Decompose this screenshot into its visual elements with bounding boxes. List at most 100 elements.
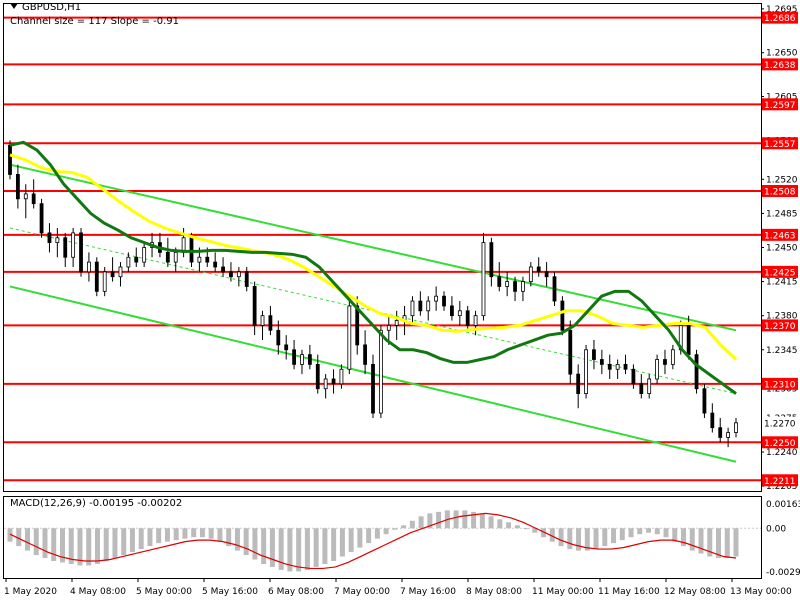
level-label: 1.2686	[764, 14, 796, 24]
candle-body	[655, 359, 659, 380]
macd-histogram-bar	[313, 528, 319, 567]
macd-histogram-bar	[409, 520, 415, 529]
candle-body	[442, 295, 446, 307]
price-tick-label: 1.2380	[766, 312, 798, 322]
macd-histogram-bar	[514, 525, 520, 529]
level-label-box	[762, 11, 798, 24]
channel-info: Channel size = 117 Slope = -0.91	[10, 16, 179, 27]
time-tick-label: 5 May 00:00	[136, 587, 192, 597]
macd-signal-line	[9, 512, 737, 570]
time-tick-label: 8 May 08:00	[466, 587, 522, 597]
dropdown-triangle-icon[interactable]	[10, 3, 18, 9]
candle-body	[552, 276, 557, 302]
macd-histogram-bar	[42, 528, 48, 559]
candle-body	[394, 320, 399, 326]
level-label: 1.2638	[764, 61, 796, 71]
macd-panel-frame	[3, 496, 762, 579]
macd-histogram-bar	[506, 522, 512, 529]
macd-histogram-bar	[59, 528, 65, 563]
macd-histogram-bar	[94, 528, 100, 564]
macd-histogram-bar	[488, 516, 494, 529]
level-label-box	[762, 98, 798, 111]
macd-indicator-label: MACD(12,26,9) -0.00195 -0.00202	[10, 498, 183, 509]
macd-histogram-bar	[532, 528, 538, 533]
candle-body	[521, 281, 525, 292]
macd-histogram-bar	[339, 528, 345, 557]
macd-histogram-bar	[156, 528, 162, 544]
candle-body	[505, 281, 510, 287]
current-price-label: 1.2270	[764, 419, 796, 429]
macd-histogram-bar	[427, 513, 433, 529]
candle-body	[15, 174, 20, 200]
candle-body	[79, 232, 83, 273]
level-label: 1.2250	[764, 439, 796, 449]
macd-histogram-bar	[103, 528, 109, 561]
macd-histogram-bar	[112, 528, 118, 559]
candle-body	[307, 354, 312, 365]
candle-body	[702, 388, 707, 414]
macd-histogram-bar	[304, 528, 310, 570]
candle-body	[244, 271, 249, 287]
macd-histogram-bar	[637, 528, 643, 535]
macd-histogram-bar	[584, 528, 590, 551]
candle-body	[418, 300, 423, 312]
macd-histogram-bar	[173, 528, 179, 541]
macd-histogram-bar	[234, 528, 240, 551]
candle-body	[110, 271, 115, 278]
candle-body	[55, 237, 60, 244]
price-tick-label: 1.2240	[766, 448, 798, 458]
candle-body	[284, 344, 289, 351]
price-panel-frame	[3, 3, 762, 492]
level-label-box	[762, 185, 798, 198]
time-tick-label: 7 May 00:00	[334, 587, 390, 597]
candle-body	[694, 354, 699, 390]
candle-body	[647, 378, 652, 394]
price-tick-label: 1.2345	[766, 346, 798, 356]
channel-upper-line	[9, 163, 737, 332]
macd-histogram-bar	[418, 516, 424, 529]
price-tick-label: 1.2520	[766, 175, 798, 185]
macd-axis-label: -0.00294	[766, 568, 800, 578]
time-tick-label: 1 May 2020	[4, 587, 57, 597]
macd-histogram-bar	[392, 528, 398, 530]
candle-body	[718, 427, 723, 438]
macd-histogram-bar	[199, 528, 205, 538]
candle-body	[544, 271, 549, 278]
macd-histogram-bar	[716, 528, 722, 559]
candle-body	[252, 286, 257, 326]
candle-body	[599, 359, 604, 365]
candle-body	[8, 144, 12, 175]
macd-histogram-bar	[357, 528, 363, 548]
candle-body	[102, 271, 107, 292]
time-tick-label: 11 May 16:00	[598, 587, 660, 597]
candle-body	[473, 315, 478, 326]
level-label: 1.2557	[764, 140, 796, 150]
symbol-label: GBPUSD,H1	[22, 2, 82, 13]
candle-body	[410, 300, 415, 317]
candle-body	[378, 329, 383, 414]
price-tick-label: 1.2415	[766, 278, 798, 288]
level-label-box	[762, 436, 798, 449]
current-price-box	[762, 416, 798, 429]
macd-histogram-bar	[331, 528, 337, 561]
macd-histogram-bar	[68, 528, 74, 564]
macd-histogram-bar	[383, 528, 389, 535]
level-label: 1.2370	[764, 322, 796, 332]
candle-body	[623, 363, 628, 370]
price-tick-label: 1.2605	[766, 93, 798, 103]
candle-body	[323, 378, 328, 390]
macd-histogram-bar	[611, 528, 617, 544]
candle-body	[639, 383, 644, 394]
time-tick-label: 13 May 00:00	[730, 587, 792, 597]
candle-body	[465, 310, 470, 326]
candle-body	[568, 329, 573, 375]
ma-fast-line	[9, 153, 738, 361]
macd-histogram-bar	[663, 528, 669, 538]
candle-body	[481, 242, 486, 317]
candle-body	[23, 193, 28, 200]
time-tick-label: 11 May 00:00	[532, 587, 594, 597]
candle-body	[197, 256, 202, 263]
macd-histogram-bar	[366, 528, 372, 544]
